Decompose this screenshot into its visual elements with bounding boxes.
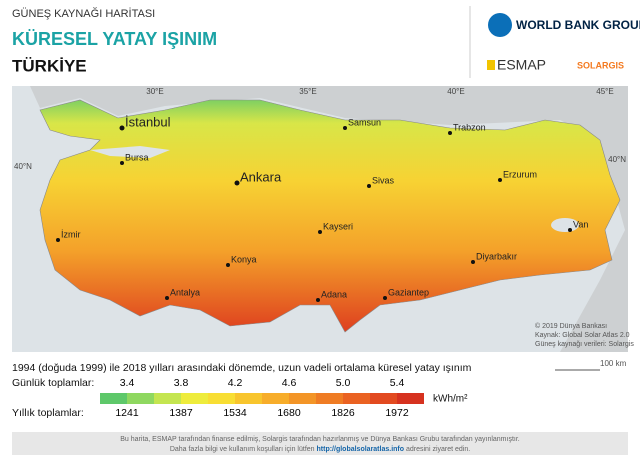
footer-text: Daha fazla bilgi ve kullanım koşulları i… — [170, 446, 315, 453]
legend-swatch — [316, 393, 343, 404]
footer-box — [12, 432, 628, 455]
city-label: Ankara — [240, 169, 282, 184]
footer-line: Daha fazla bilgi ve kullanım koşulları i… — [170, 446, 470, 453]
city-label: Van — [573, 219, 588, 229]
latitude-label: 40°N — [608, 155, 626, 164]
legend-swatch — [289, 393, 316, 404]
yearly-value: 1241 — [115, 407, 139, 419]
city-label: Trabzon — [453, 122, 486, 132]
daily-value: 5.4 — [390, 377, 405, 389]
legend-swatch — [235, 393, 262, 404]
city-dot — [119, 125, 125, 131]
legend-swatch — [127, 393, 154, 404]
credit: Güneş kaynağı verileri: Solargis — [535, 341, 634, 348]
title: KÜRESEL YATAY IŞINIM — [12, 29, 217, 49]
longitude-label: 45°E — [596, 87, 613, 96]
yearly-label: Yıllık toplamlar: — [12, 407, 84, 419]
yearly-value: 1680 — [277, 407, 301, 419]
city-dot — [226, 263, 230, 267]
daily-value: 3.8 — [174, 377, 189, 389]
city-dot — [367, 184, 371, 188]
city-label: İzmir — [61, 229, 81, 239]
yearly-value: 1826 — [331, 407, 355, 419]
unit: kWh/m² — [433, 394, 468, 405]
footer-link[interactable]: http://globalsolaratlas.info — [317, 446, 405, 453]
esmap-logo: ESMAP — [497, 57, 546, 73]
scale-label: 100 km — [600, 359, 627, 368]
city-dot — [498, 178, 502, 182]
city-label: Sivas — [372, 175, 395, 185]
city-label: Bursa — [125, 152, 149, 162]
legend-swatch — [370, 393, 397, 404]
legend-swatch — [100, 393, 127, 404]
city-dot — [471, 260, 475, 264]
legend-swatch — [208, 393, 235, 404]
city-dot — [568, 228, 572, 232]
city-label: Diyarbakır — [476, 251, 517, 261]
wb-logo: WORLD BANK GROUP — [516, 18, 640, 32]
city-dot — [56, 238, 60, 242]
legend-swatch — [262, 393, 289, 404]
wb-globe — [488, 13, 512, 37]
turkey-irradiation — [39, 99, 621, 333]
daily-value: 4.2 — [228, 377, 243, 389]
city-dot — [343, 126, 347, 130]
legend-swatch — [397, 393, 424, 404]
city-dot — [448, 131, 452, 135]
city-dot — [383, 296, 387, 300]
longitude-label: 35°E — [299, 87, 316, 96]
solargis-logo: SOLARGIS — [577, 60, 624, 70]
city-label: Samsun — [348, 117, 381, 127]
marmara-sea — [90, 146, 170, 158]
city-dot — [234, 180, 240, 186]
credit: © 2019 Dünya Bankası — [535, 322, 607, 330]
yearly-value: 1387 — [169, 407, 193, 419]
daily-value: 5.0 — [336, 377, 351, 389]
esmap-mark — [487, 60, 495, 70]
yearly-value: 1972 — [385, 407, 409, 419]
city-label: Konya — [231, 254, 257, 264]
lake-van — [551, 218, 579, 232]
city-dot — [165, 296, 169, 300]
city-dot — [318, 230, 322, 234]
city-label: Gaziantep — [388, 287, 429, 297]
city-dot — [316, 298, 320, 302]
city-dot — [120, 161, 124, 165]
city-label: Adana — [321, 289, 347, 299]
daily-value: 4.6 — [282, 377, 297, 389]
daily-label: Günlük toplamlar: — [12, 377, 94, 389]
credit: Kaynak: Global Solar Atlas 2.0 — [535, 332, 630, 339]
city-label: İstanbul — [125, 114, 171, 129]
footer-line: Bu harita, ESMAP tarafından finanse edil… — [120, 436, 520, 443]
neighbour-land — [12, 86, 628, 352]
yearly-value: 1534 — [223, 407, 247, 419]
longitude-label: 30°E — [146, 87, 163, 96]
legend-swatch — [154, 393, 181, 404]
subtitle: GÜNEŞ KAYNAĞI HARİTASI — [12, 7, 155, 20]
latitude-label: 40°N — [14, 162, 32, 171]
city-label: Antalya — [170, 287, 200, 297]
legend-caption: 1994 (doğuda 1999) ile 2018 yılları aras… — [12, 362, 472, 374]
legend-swatch — [343, 393, 370, 404]
footer-text: adresini ziyaret edin. — [406, 446, 470, 453]
longitude-label: 40°E — [447, 87, 464, 96]
legend-swatch — [181, 393, 208, 404]
country: TÜRKİYE — [12, 56, 87, 75]
daily-value: 3.4 — [120, 377, 135, 389]
city-label: Kayseri — [323, 221, 353, 231]
city-label: Erzurum — [503, 169, 537, 179]
